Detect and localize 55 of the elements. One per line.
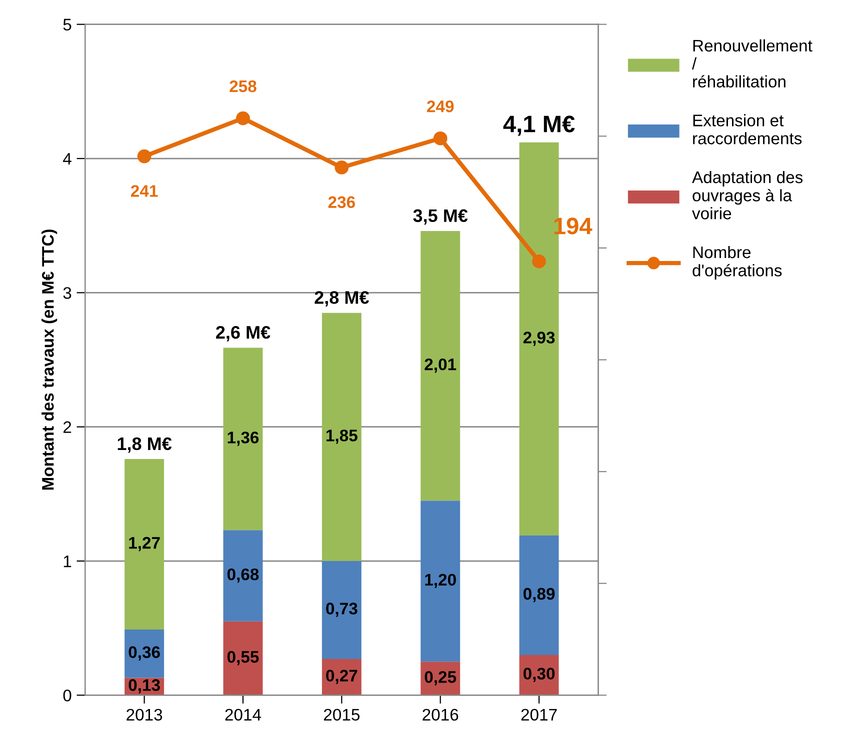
legend-label: Renouvellement / réhabilitation [692, 39, 812, 88]
point [137, 149, 152, 164]
point [433, 131, 448, 146]
y-tick-label: 0 [63, 690, 72, 702]
y-tick-label: 3 [63, 287, 72, 299]
data-label: 0,73 [326, 602, 358, 617]
data-label: 0,55 [227, 650, 259, 666]
point [334, 160, 349, 174]
bar [420, 230, 460, 501]
data-label: 0,27 [326, 670, 358, 684]
data-label: 241 [130, 185, 158, 197]
bar [322, 561, 362, 659]
data-label: 0,25 [424, 671, 456, 686]
data-label: 1,85 [326, 430, 358, 444]
x-tick-label: 2014 [225, 708, 262, 721]
x-tick-label: 2016 [422, 708, 458, 721]
y-axis-title: Montant des travaux (en M€ TTC) [42, 230, 58, 490]
data-label: 1,20 [425, 574, 456, 588]
bar [223, 621, 263, 696]
data-label: 1,27 [129, 536, 160, 552]
legend-label: Adaptation des ouvrages à la voirie [692, 170, 803, 220]
bar [124, 629, 164, 678]
legend-label: Extension et raccordements [693, 114, 802, 144]
legend-label: Nombre d'opérations [692, 246, 782, 280]
data-label: 258 [230, 80, 256, 92]
data-label: 236 [328, 196, 355, 208]
y-tick-label: 1 [64, 556, 72, 568]
bar [223, 530, 263, 622]
total-label: 3,5 M€ [413, 209, 468, 225]
bar [124, 459, 164, 630]
total-label: 2,6 M€ [216, 326, 270, 342]
bar [223, 348, 263, 530]
data-label: 2,93 [523, 332, 555, 346]
point [236, 111, 250, 126]
bar [420, 500, 460, 662]
total-label: 4,1 M€ [503, 116, 575, 136]
x-tick-label: 2013 [126, 708, 162, 721]
x-tick-label: 2017 [521, 708, 557, 721]
data-label: 0,36 [128, 646, 160, 660]
data-label: 0,89 [523, 588, 555, 602]
data-label: 249 [427, 100, 454, 112]
data-label: 0,30 [523, 668, 555, 682]
x-tick-label: 2015 [324, 708, 360, 721]
bar [322, 312, 362, 562]
bar [519, 536, 559, 655]
data-label: 2,01 [424, 358, 456, 373]
y-tick-label: 5 [63, 18, 72, 31]
point [532, 254, 546, 268]
total-label: 2,8 M€ [314, 291, 369, 306]
data-label: 0,68 [227, 568, 259, 583]
data-label: 1,36 [228, 432, 259, 446]
y-tick-label: 2 [63, 421, 72, 433]
y-tick-label: 4 [63, 153, 72, 165]
total-label: 1,8 M€ [118, 437, 172, 453]
data-label: 0,13 [128, 679, 160, 694]
